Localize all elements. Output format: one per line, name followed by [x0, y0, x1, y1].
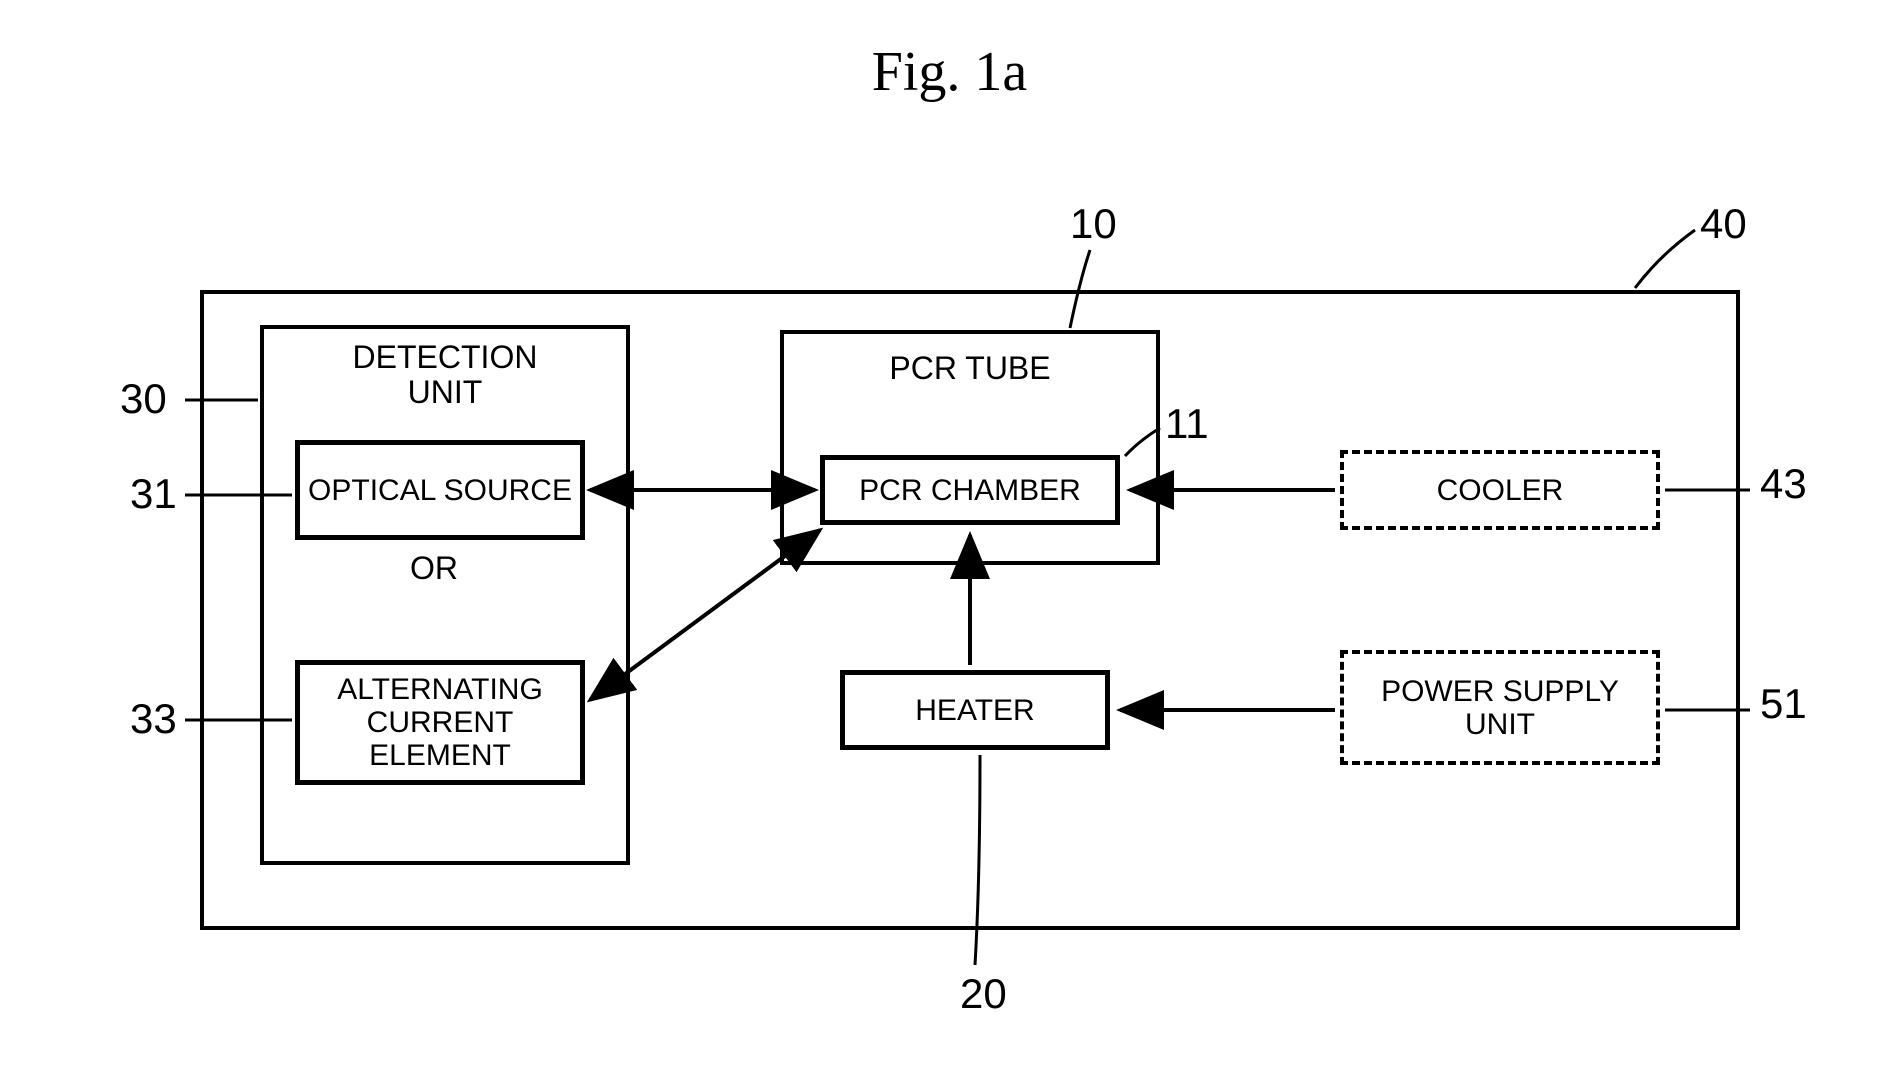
- pcr-chamber-block: PCR CHAMBER: [820, 455, 1120, 525]
- alt-current-block: ALTERNATING CURRENT ELEMENT: [295, 660, 585, 785]
- ref-40: 40: [1700, 200, 1747, 248]
- ref-20: 20: [960, 970, 1007, 1018]
- pcr-tube-title: PCR TUBE: [870, 350, 1070, 387]
- heater-block: HEATER: [840, 670, 1110, 750]
- cooler-block: COOLER: [1340, 450, 1660, 530]
- figure-title: Fig. 1a: [872, 40, 1028, 104]
- detection-unit-title: DETECTIONUNIT: [335, 340, 555, 410]
- ref-10: 10: [1070, 200, 1117, 248]
- ref-43: 43: [1760, 460, 1807, 508]
- diagram-container: DETECTIONUNIT PCR TUBE OPTICAL SOURCE OR…: [80, 160, 1820, 1040]
- power-supply-block: POWER SUPPLY UNIT: [1340, 650, 1660, 765]
- ref-11: 11: [1165, 400, 1209, 448]
- or-text: OR: [410, 550, 458, 587]
- ref-30: 30: [120, 375, 167, 423]
- ref-33: 33: [130, 695, 177, 743]
- ref-31: 31: [130, 470, 177, 518]
- optical-source-block: OPTICAL SOURCE: [295, 440, 585, 540]
- ref-51: 51: [1760, 680, 1807, 728]
